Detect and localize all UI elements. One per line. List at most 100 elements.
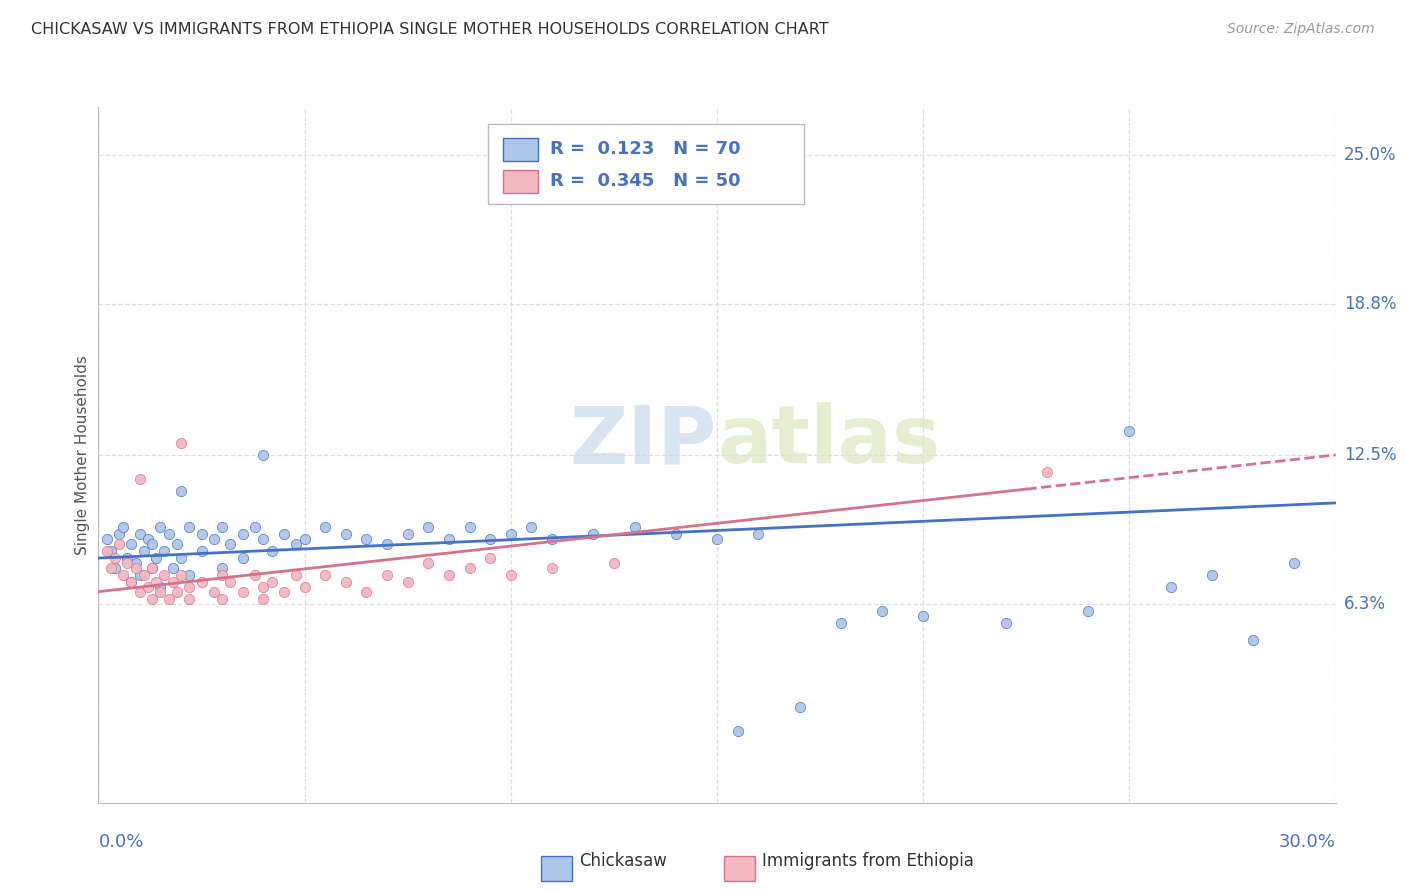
Point [1241,632,1264,647]
Point [789,699,811,714]
Point [96,544,118,558]
Point [202,532,225,546]
Point [149,584,172,599]
Point [260,575,283,590]
Point [747,527,769,541]
Point [314,567,336,582]
Point [211,560,233,574]
Point [117,551,139,566]
Bar [503,169,537,193]
Point [100,544,122,558]
Text: 30.0%: 30.0% [1279,833,1336,851]
Text: R =  0.345   N = 50: R = 0.345 N = 50 [550,172,741,190]
Point [179,580,201,594]
Point [170,551,193,566]
Point [128,527,150,541]
Point [603,556,626,570]
Point [145,575,167,590]
Point [520,520,543,534]
Point [1160,580,1182,594]
Point [356,532,378,546]
Point [162,560,184,574]
Text: 25.0%: 25.0% [1344,146,1396,164]
Point [128,472,150,486]
Point [141,560,163,574]
Point [179,567,201,582]
Point [179,591,201,606]
Point [132,544,155,558]
Point [479,551,502,566]
Point [202,584,225,599]
Point [190,544,212,558]
Point [665,527,688,541]
Point [108,537,131,551]
Point [418,556,440,570]
Point [499,527,522,541]
Text: ZIP: ZIP [569,402,717,480]
Point [157,527,180,541]
Point [458,560,481,574]
Point [294,580,316,594]
Point [830,615,852,630]
Point [335,527,357,541]
Point [190,575,212,590]
Point [356,584,378,599]
Point [912,608,935,623]
Point [260,544,283,558]
Point [396,527,419,541]
Point [141,591,163,606]
Point [149,580,172,594]
Point [623,520,645,534]
Point [1118,424,1140,438]
Text: R =  0.123   N = 70: R = 0.123 N = 70 [550,140,741,158]
Point [136,532,159,546]
Point [153,567,176,582]
Point [211,591,233,606]
Point [294,532,316,546]
Point [112,567,135,582]
Point [1201,567,1223,582]
Point [870,604,893,618]
Point [170,567,193,582]
Point [128,567,150,582]
Point [243,567,266,582]
Point [1284,556,1306,570]
Point [219,537,242,551]
Point [994,615,1017,630]
Point [166,537,188,551]
Point [124,556,146,570]
Point [108,527,131,541]
Point [252,591,274,606]
Point [112,520,135,534]
Point [141,537,163,551]
Point [136,580,159,594]
Point [157,591,180,606]
FancyBboxPatch shape [488,124,804,204]
Point [141,560,163,574]
Point [211,520,233,534]
Text: Chickasaw: Chickasaw [579,852,668,870]
Point [149,520,172,534]
Point [582,527,605,541]
Point [285,567,308,582]
Text: 12.5%: 12.5% [1344,446,1396,464]
Text: 0.0%: 0.0% [98,833,143,851]
Point [117,556,139,570]
Point [100,560,122,574]
Point [252,580,274,594]
Point [153,544,176,558]
Point [128,584,150,599]
Point [120,537,142,551]
Point [190,527,212,541]
Point [232,584,254,599]
Point [170,483,193,498]
Point [232,551,254,566]
Point [499,567,522,582]
Point [437,532,460,546]
Bar [503,137,537,161]
Point [120,575,142,590]
Point [96,532,118,546]
Point [396,575,419,590]
Text: CHICKASAW VS IMMIGRANTS FROM ETHIOPIA SINGLE MOTHER HOUSEHOLDS CORRELATION CHART: CHICKASAW VS IMMIGRANTS FROM ETHIOPIA SI… [31,22,828,37]
Point [104,551,127,566]
